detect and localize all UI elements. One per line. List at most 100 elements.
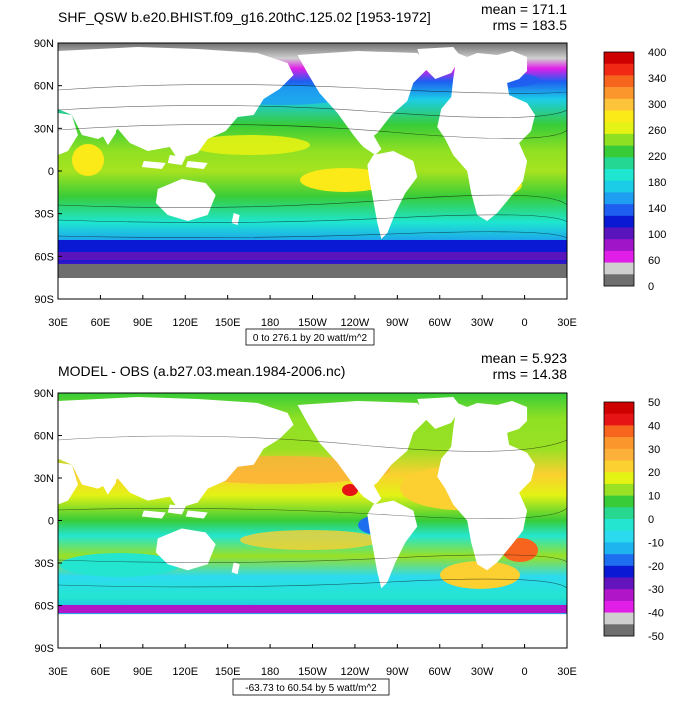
chart-title-top: SHF_QSW b.e20.BHIST.f09_g16.20thC.125.02… xyxy=(58,9,431,25)
range-note-bottom: -63.73 to 60.54 by 5 watt/m^2 xyxy=(245,683,377,694)
southern-ocean-negative xyxy=(58,605,567,613)
colorbar-swatch xyxy=(604,157,634,170)
x-tick-label: 0 xyxy=(522,317,528,329)
y-tick-label: 30S xyxy=(34,558,54,570)
y-tick-label: 30N xyxy=(34,123,54,135)
equatorial-pacific-high xyxy=(300,168,390,192)
colorbar-swatch xyxy=(604,227,634,240)
colorbar-swatch xyxy=(604,507,634,520)
chart-title-bottom: MODEL - OBS (a.b27.03.mean.1984-2006.nc) xyxy=(58,363,345,379)
y-tick-label: 0 xyxy=(48,166,54,178)
x-tick-label: 150E xyxy=(215,666,241,678)
south-atlantic-positive xyxy=(440,561,520,589)
x-tick-label: 30W xyxy=(471,317,494,329)
panel-top: SHF_QSW b.e20.BHIST.f09_g16.20thC.125.02… xyxy=(34,1,666,346)
colorbar-swatch xyxy=(604,215,634,228)
y-tick-label: 30N xyxy=(34,473,54,485)
colorbar-swatch xyxy=(604,63,634,76)
y-tick-label: 60N xyxy=(34,431,54,443)
mean-stat-bottom: mean = 5.923 xyxy=(481,350,567,366)
x-axis-bottom: 30E 60E 90E 120E 150E 180 150W 120W 90W 60W 30W 0 30… xyxy=(48,644,577,678)
colorbar-swatch xyxy=(604,413,634,426)
colorbar-swatch xyxy=(604,145,634,158)
colorbar-bottom: 50 40 30 20 10 0 -10 -20 -30 -40 -50 xyxy=(603,397,664,643)
colorbar-swatch xyxy=(604,402,634,414)
range-note-top: 0 to 276.1 by 20 watt/m^2 xyxy=(253,333,368,344)
colorbar-swatch xyxy=(604,530,634,543)
colorbar-label: 50 xyxy=(648,397,660,409)
colorbar-swatch xyxy=(604,133,634,146)
colorbar-swatch xyxy=(604,565,634,578)
colorbar-label: 60 xyxy=(648,255,660,267)
x-tick-label: 0 xyxy=(522,666,528,678)
colorbar-frame xyxy=(603,401,635,637)
colorbar-swatch xyxy=(604,87,634,100)
x-tick-label: 180 xyxy=(261,317,279,329)
colorbar-label: -50 xyxy=(648,631,664,643)
colorbar-swatch xyxy=(604,624,634,637)
colorbar-swatch xyxy=(604,250,634,263)
antarctic-coast-top xyxy=(58,264,567,278)
x-tick-label: 90E xyxy=(133,317,153,329)
rms-stat-top: rms = 183.5 xyxy=(493,17,568,33)
x-tick-label: 90W xyxy=(386,666,409,678)
colorbar-top: 400 340 300 260 220 180 140 100 60 0 xyxy=(603,47,666,293)
x-tick-label: 150W xyxy=(298,666,327,678)
colorbar-swatch xyxy=(604,204,634,217)
y-tick-label: 60S xyxy=(34,601,54,613)
x-tick-label: 120W xyxy=(341,317,370,329)
colorbar-label: 400 xyxy=(648,47,666,59)
colorbar-swatch xyxy=(604,600,634,613)
panel-bottom: MODEL - OBS (a.b27.03.mean.1984-2006.nc)… xyxy=(34,350,664,696)
contours-bottom xyxy=(58,435,567,589)
x-tick-label: 30W xyxy=(471,666,494,678)
y-tick-label: 90N xyxy=(34,38,54,50)
colorbar-label: 0 xyxy=(648,281,654,293)
colorbar-swatch xyxy=(604,495,634,508)
colorbar-swatch xyxy=(604,519,634,531)
x-axis-top: 30E 60E 90E 120E 150E 180 150W 120W 90W 60W 30W 0 30… xyxy=(48,295,577,329)
y-tick-label: 90S xyxy=(34,294,54,306)
colorbar-swatch xyxy=(604,192,634,205)
colorbar-swatch xyxy=(604,98,634,111)
colorbar-label: -20 xyxy=(648,561,664,573)
colorbar-swatch xyxy=(604,612,634,625)
colorbar-swatch xyxy=(604,262,634,275)
colorbar-swatch xyxy=(604,448,634,461)
colorbar-label: 30 xyxy=(648,444,660,456)
colorbar-label: 100 xyxy=(648,229,666,241)
mean-stat-top: mean = 171.1 xyxy=(481,1,567,17)
colorbar-swatch xyxy=(604,589,634,602)
x-tick-label: 30E xyxy=(48,317,68,329)
southern-ocean-band-2 xyxy=(58,252,567,260)
colorbar-label: 220 xyxy=(648,151,666,163)
indian-ocean-negative xyxy=(60,553,180,577)
contours-top xyxy=(58,84,567,239)
colorbar-swatch xyxy=(604,472,634,485)
x-tick-label: 60E xyxy=(91,666,111,678)
x-tick-label: 150W xyxy=(298,317,327,329)
colorbar-swatch xyxy=(604,274,634,287)
range-note-box-bottom xyxy=(232,678,390,696)
colorbar-swatch xyxy=(604,577,634,590)
range-note-box-top xyxy=(245,328,375,346)
x-tick-label: 30E xyxy=(557,317,577,329)
southern-ocean-band xyxy=(58,240,567,252)
x-tick-label: 180 xyxy=(261,666,279,678)
colorbar-label: 20 xyxy=(648,467,660,479)
arabian-sea-high xyxy=(72,144,104,176)
colorbar-swatch xyxy=(604,542,634,555)
x-tick-label: 60W xyxy=(428,317,451,329)
colorbar-label: 140 xyxy=(648,203,666,215)
colorbar-swatch xyxy=(604,122,634,135)
colorbar-swatch xyxy=(604,110,634,123)
hotspot-1 xyxy=(342,484,358,496)
colorbar-swatch xyxy=(604,75,634,88)
colorbar-swatch xyxy=(604,169,634,181)
y-tick-label: 0 xyxy=(48,516,54,528)
colorbar-swatch xyxy=(604,460,634,473)
colorbar-swatch xyxy=(604,52,634,64)
x-tick-label: 30E xyxy=(557,666,577,678)
x-tick-label: 90W xyxy=(386,317,409,329)
